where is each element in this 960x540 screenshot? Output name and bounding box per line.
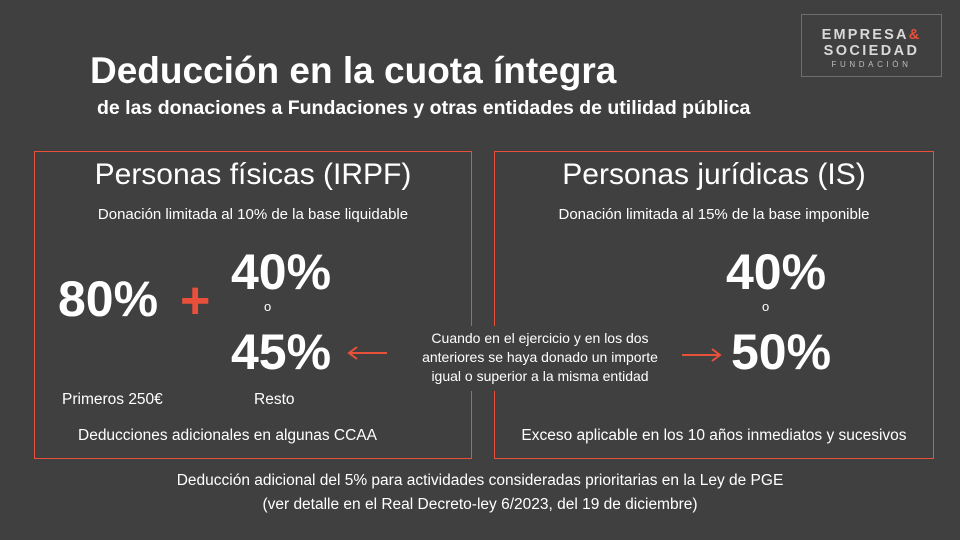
condition-note: Cuando en el ejercicio y en los dos ante… (403, 326, 677, 391)
is-title: Personas jurídicas (IS) (562, 158, 866, 191)
is-limit: Donación limitada al 15% de la base impo… (558, 206, 870, 223)
irpf-extra: Deducciones adicionales en algunas CCAA (78, 427, 377, 444)
plus-sign: + (180, 272, 211, 330)
arrow-left-icon (347, 346, 387, 360)
arrow-right-icon (682, 348, 722, 362)
page-title: Deducción en la cuota íntegra (90, 50, 617, 91)
irpf-rest-percentage-b: 45% (231, 324, 332, 380)
page-subtitle: de las donaciones a Fundaciones y otras … (97, 97, 751, 119)
logo-line-3: FUNDACIÓN (831, 60, 912, 69)
irpf-rest-percentage-a: 40% (231, 244, 332, 300)
condition-note-line-2: anteriores se haya donado un importe (422, 349, 658, 365)
is-extra: Exceso aplicable en los 10 años inmediat… (521, 427, 907, 444)
logo: EMPRESA& SOCIEDAD FUNDACIÓN (801, 14, 942, 77)
panel-irpf (34, 151, 472, 459)
panel-is (494, 151, 934, 459)
logo-line-1: EMPRESA& (821, 27, 922, 43)
irpf-label-rest: Resto (254, 391, 295, 408)
logo-line-2: SOCIEDAD (823, 43, 920, 59)
is-percentage-a: 40% (726, 244, 827, 300)
is-percentage-b: 50% (731, 324, 832, 380)
condition-note-line-3: igual o superior a la misma entidad (431, 368, 649, 384)
footer-line-1: Deducción adicional del 5% para activida… (176, 472, 784, 489)
footer-line-2: (ver detalle en el Real Decreto-ley 6/20… (262, 496, 698, 513)
irpf-title: Personas físicas (IRPF) (94, 158, 412, 191)
is-or: o (762, 299, 770, 314)
irpf-or: o (264, 299, 272, 314)
condition-note-line-1: Cuando en el ejercicio y en los dos (431, 330, 649, 346)
irpf-first-percentage: 80% (58, 271, 159, 327)
irpf-label-first: Primeros 250€ (62, 391, 163, 408)
irpf-limit: Donación limitada al 10% de la base liqu… (97, 206, 409, 223)
